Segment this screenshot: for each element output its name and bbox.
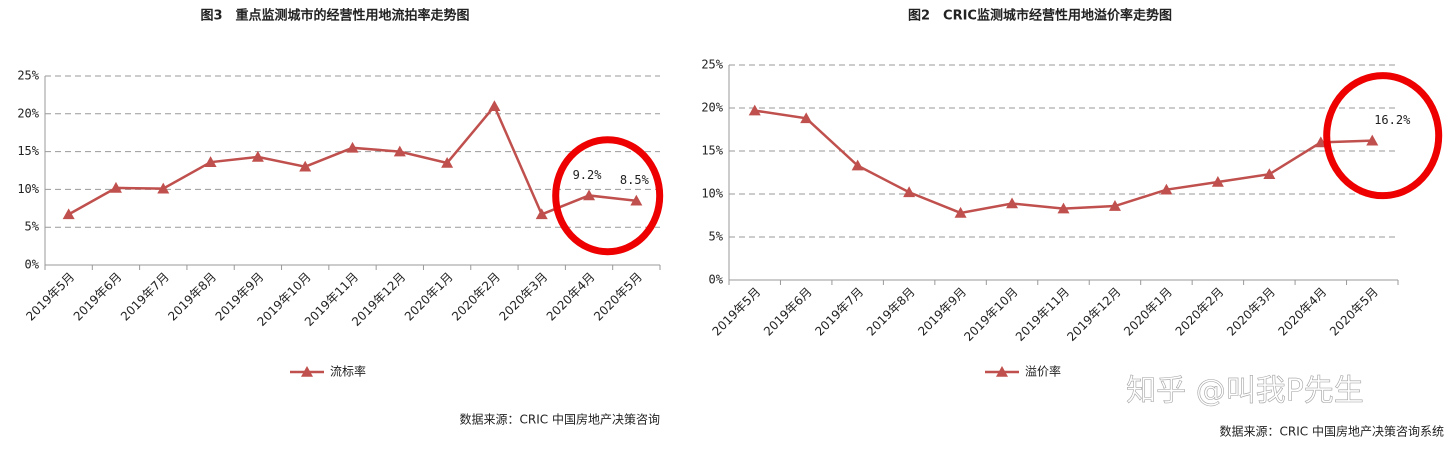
point-marker — [748, 104, 761, 116]
point-marker — [903, 186, 916, 198]
x-tick-label: 2019年8月 — [165, 270, 219, 324]
point-marker — [1263, 168, 1276, 180]
y-tick-label: 0% — [709, 273, 724, 287]
y-tick-label: 10% — [701, 187, 723, 201]
point-marker — [630, 194, 643, 206]
legend-label: 溢价率 — [1025, 364, 1061, 379]
line-series — [68, 103, 637, 216]
x-tick-label: 2020年3月 — [1224, 285, 1278, 339]
y-tick-label: 25% — [17, 69, 39, 83]
point-marker — [204, 156, 217, 167]
x-tick-label: 2019年5月 — [23, 270, 77, 324]
x-tick-label: 2019年11月 — [1013, 285, 1072, 344]
y-tick-label: 25% — [701, 58, 723, 72]
x-tick-label: 2020年4月 — [1276, 285, 1330, 339]
x-tick-label: 2020年4月 — [544, 270, 598, 324]
highlight-circle — [552, 136, 664, 256]
point-marker — [62, 208, 75, 220]
x-tick-label: 2019年7月 — [812, 285, 866, 339]
point-marker — [800, 112, 813, 124]
chart-title: 图2 CRIC监测城市经营性用地溢价率走势图 — [908, 8, 1172, 24]
legend-label: 流标率 — [330, 364, 366, 379]
x-tick-label: 2020年2月 — [449, 270, 503, 324]
source-note: 数据来源：CRIC 中国房地产决策咨询系统 — [1220, 424, 1444, 439]
x-tick-label: 2020年5月 — [1327, 285, 1381, 339]
legend-marker — [996, 366, 1008, 377]
x-tick-label: 2019年8月 — [864, 285, 918, 339]
y-tick-label: 15% — [17, 144, 39, 158]
x-tick-label: 2019年9月 — [915, 285, 969, 339]
point-marker — [346, 141, 359, 153]
x-tick-label: 2019年12月 — [1064, 285, 1123, 344]
y-tick-label: 20% — [17, 106, 39, 120]
x-tick-label: 2020年1月 — [1121, 285, 1175, 339]
y-tick-label: 5% — [25, 220, 40, 234]
point-marker — [1006, 197, 1019, 209]
highlight-circle — [1323, 72, 1443, 200]
data-label: 9.2% — [573, 168, 603, 182]
x-tick-label: 2020年3月 — [496, 270, 550, 324]
point-marker — [109, 181, 122, 193]
point-marker — [535, 208, 548, 220]
point-marker — [1211, 175, 1224, 187]
x-tick-label: 2019年6月 — [761, 285, 815, 339]
y-tick-label: 20% — [701, 101, 723, 115]
watermark: 知乎 @叫我P先生 — [1126, 374, 1364, 409]
point-marker — [488, 100, 501, 112]
x-tick-label: 2019年6月 — [71, 270, 125, 324]
x-tick-label: 2019年10月 — [961, 285, 1020, 344]
point-marker — [583, 189, 596, 201]
x-tick-label: 2020年2月 — [1173, 285, 1227, 339]
data-label: 8.5% — [620, 173, 650, 187]
point-marker — [1366, 134, 1379, 146]
y-tick-label: 0% — [25, 258, 40, 272]
point-marker — [1057, 202, 1070, 214]
x-tick-label: 2019年7月 — [118, 270, 172, 324]
source-note: 数据来源：CRIC 中国房地产决策咨询 — [460, 412, 660, 427]
data-label: 16.2% — [1374, 113, 1411, 127]
point-marker — [851, 159, 864, 171]
point-marker — [1160, 183, 1173, 195]
y-tick-label: 5% — [709, 230, 724, 244]
x-tick-label: 2020年5月 — [591, 270, 645, 324]
point-marker — [393, 145, 406, 157]
chart-title: 图3 重点监测城市的经营性用地流拍率走势图 — [200, 8, 469, 24]
point-marker — [251, 150, 264, 162]
point-marker — [299, 160, 312, 172]
point-marker — [1108, 200, 1121, 211]
y-tick-label: 15% — [701, 144, 723, 158]
x-tick-label: 2019年5月 — [709, 285, 763, 339]
line-series — [754, 109, 1373, 215]
point-marker — [157, 182, 170, 194]
x-tick-label: 2020年1月 — [402, 270, 456, 324]
point-marker — [954, 206, 967, 218]
point-marker — [441, 156, 454, 168]
y-tick-label: 10% — [17, 182, 39, 196]
legend-marker — [301, 366, 313, 377]
